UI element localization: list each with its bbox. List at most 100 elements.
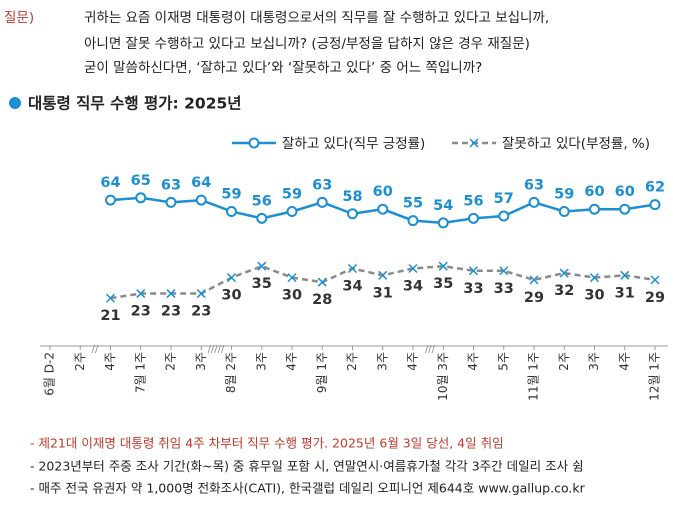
point: [287, 273, 297, 283]
question-line: 굳이 말씀하신다면, ‘잘하고 있다’와 ‘잘못하고 있다’ 중 어느 쪽입니까…: [84, 60, 482, 76]
point: [619, 203, 631, 215]
point: [135, 192, 147, 204]
point: [620, 270, 630, 280]
x-tick-label: 12월 1주: [648, 352, 662, 401]
x-tick-label: 4주: [466, 352, 480, 371]
data-label: 60: [615, 184, 635, 200]
data-label: 60: [584, 184, 604, 200]
point: [498, 210, 510, 222]
x-tick-label: 4주: [406, 352, 420, 371]
point: [196, 289, 206, 299]
point: [438, 261, 448, 271]
x-tick-label: 4주: [285, 352, 299, 371]
footnote: - 제21대 이재명 대통령 취임 4주 차부터 직무 수행 평가. 2025년…: [30, 436, 504, 451]
x-tick-label: 3주: [254, 352, 268, 371]
data-label: 29: [524, 290, 544, 306]
point: [347, 208, 358, 220]
x-tick-label: 3주: [587, 352, 601, 371]
x-tick-label: 7월 1주: [133, 352, 147, 393]
point: [226, 205, 237, 217]
point: [165, 196, 177, 208]
footnote: - 매주 전국 유권자 약 1,000명 전화조사(CATI), 한국갤럽 데일…: [30, 481, 586, 496]
x-tick-label: 2주: [73, 352, 87, 371]
legend-label: 잘못하고 있다(부정률, %): [502, 136, 650, 152]
legend-marker: [469, 138, 479, 148]
x-tick-label: 8월 2주: [224, 352, 238, 393]
point: [558, 205, 570, 217]
data-label: 23: [191, 304, 211, 320]
data-label: 30: [221, 288, 241, 304]
data-label: 60: [373, 184, 393, 200]
x-tick-label: 3주: [375, 352, 389, 371]
data-label: 31: [615, 285, 635, 301]
question-line: 귀하는 요즘 이재명 대통령이 대통령으로서의 직무를 잘 수행하고 있다고 보…: [84, 10, 549, 26]
point: [468, 212, 479, 224]
data-label: 35: [433, 276, 453, 292]
data-label: 29: [645, 290, 665, 306]
data-label: 63: [524, 177, 544, 193]
point: [437, 217, 449, 229]
data-label: 56: [463, 193, 483, 209]
data-label: 28: [312, 292, 332, 308]
data-label: 58: [342, 189, 362, 205]
data-label: 21: [100, 308, 120, 324]
x-tick-label: 4주: [103, 352, 117, 371]
point: [649, 199, 661, 211]
x-tick-label: 10월 3주: [436, 352, 450, 401]
x-tick-label: 6월 D-2: [43, 352, 57, 396]
x-tick-label: 2주: [345, 352, 359, 371]
x-tick-label: 11월 1주: [527, 352, 541, 401]
data-label: 23: [161, 304, 181, 320]
data-label: 57: [494, 191, 514, 207]
chart-title: 대통령 직무 수행 평가: 2025년: [28, 94, 242, 113]
point: [499, 266, 509, 276]
data-label: 32: [554, 283, 574, 299]
data-label: 30: [282, 288, 302, 304]
point: [286, 205, 298, 217]
data-label: 33: [494, 281, 514, 297]
data-label: 34: [403, 278, 423, 294]
point: [408, 263, 418, 274]
data-label: 55: [403, 196, 423, 212]
x-tick-label: 9월 1주: [315, 352, 329, 393]
x-tick-label: 4주: [617, 352, 631, 371]
data-label: 30: [584, 288, 604, 304]
data-label: 54: [433, 198, 453, 214]
x-tick-label: 5주: [496, 352, 510, 371]
point: [377, 203, 389, 215]
point: [105, 194, 116, 206]
point: [347, 263, 358, 274]
data-label: 56: [252, 193, 272, 209]
axis-break: //: [92, 344, 99, 355]
point: [378, 270, 388, 280]
x-tick-label: 3주: [194, 352, 208, 371]
point: [166, 289, 176, 299]
data-label: 63: [161, 177, 181, 193]
legend-label: 잘하고 있다(직무 긍정률): [282, 136, 425, 152]
legend-marker: [248, 137, 260, 149]
data-label: 59: [554, 186, 574, 202]
data-label: 33: [463, 281, 483, 297]
data-label: 62: [645, 180, 665, 196]
axis-break: ///: [425, 344, 436, 355]
data-label: 65: [131, 173, 151, 189]
point: [195, 194, 207, 206]
point: [257, 261, 267, 271]
point: [559, 268, 569, 278]
data-label: 23: [131, 304, 151, 320]
title-dot: [9, 97, 21, 109]
data-label: 63: [312, 177, 332, 193]
data-label: 35: [252, 276, 272, 292]
data-label: 64: [100, 175, 120, 191]
x-tick-label: 2주: [164, 352, 178, 371]
point: [226, 273, 237, 283]
data-label: 64: [191, 175, 211, 191]
point: [136, 289, 146, 299]
data-label: 59: [221, 186, 241, 202]
point: [468, 266, 479, 276]
axis-break: /////: [208, 344, 225, 355]
point: [528, 196, 540, 208]
point: [317, 277, 327, 287]
question-label: 질문): [4, 10, 34, 26]
point: [589, 273, 600, 283]
